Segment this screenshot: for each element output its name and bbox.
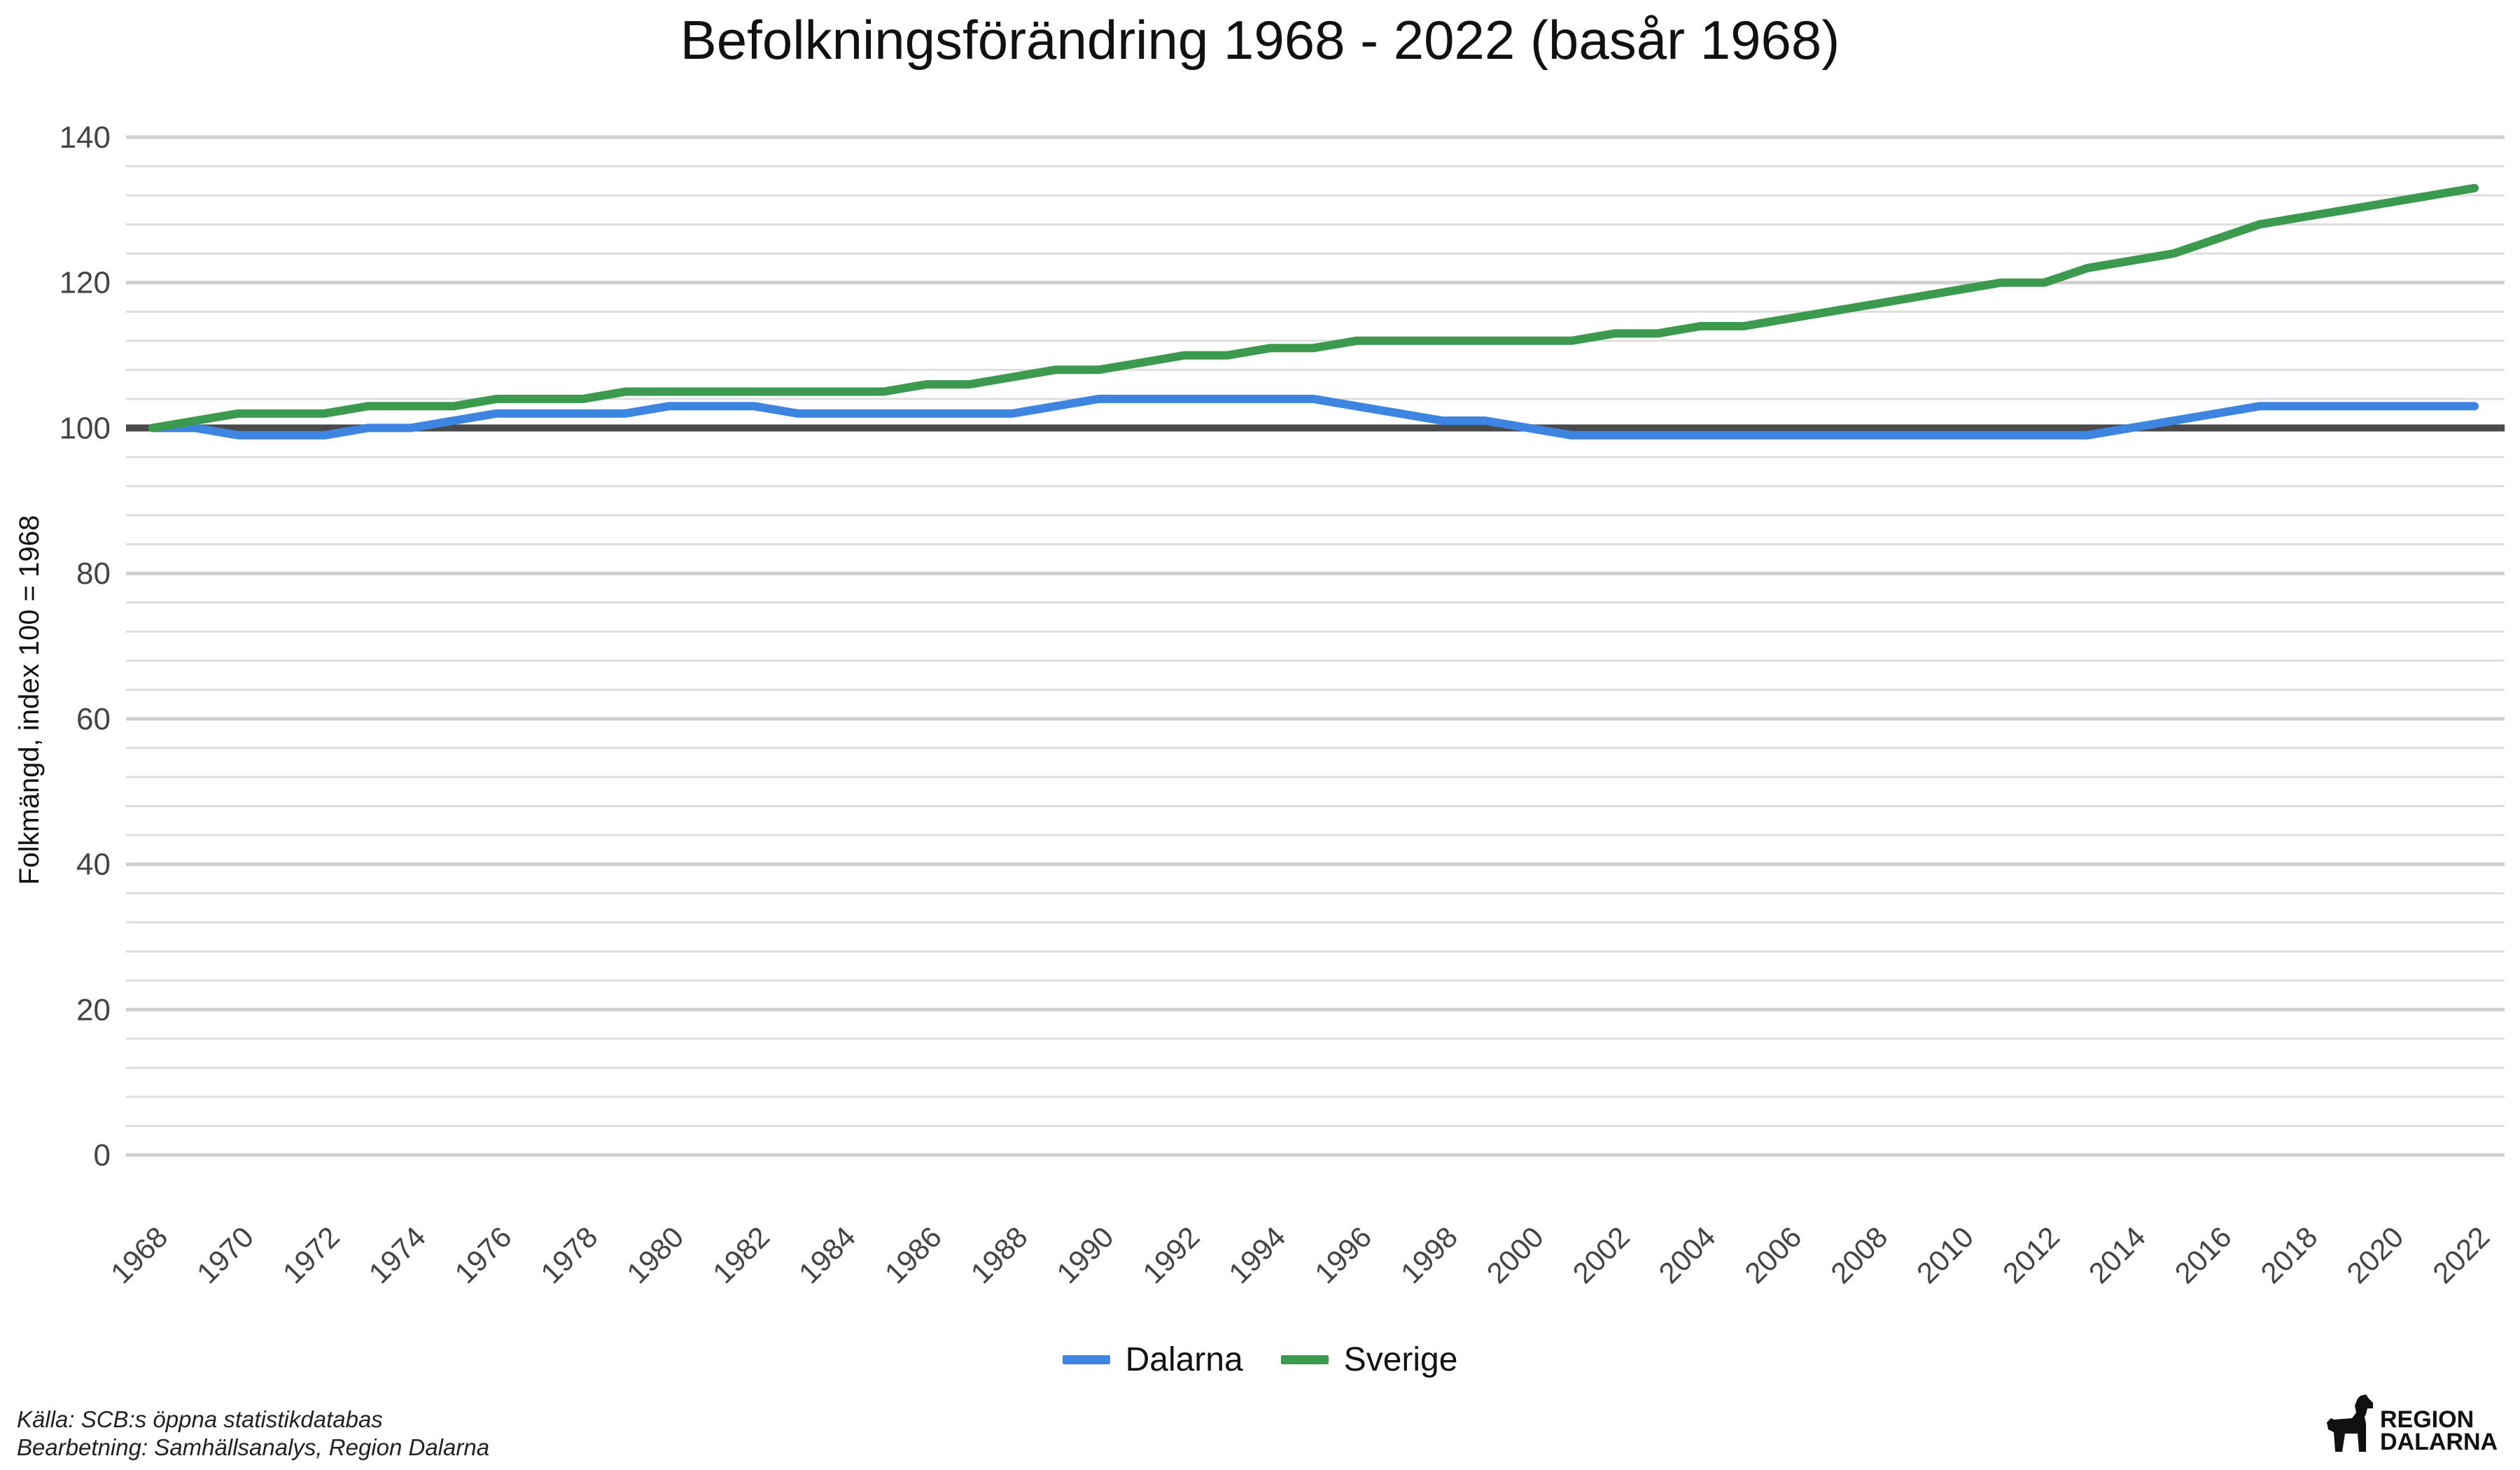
processing-line: Bearbetning: Samhällsanalys, Region Dala… xyxy=(17,1434,490,1460)
y-tick-label: 100 xyxy=(59,411,111,445)
x-tick-label: 2020 xyxy=(2340,1220,2409,1289)
x-tick-label: 1996 xyxy=(1308,1220,1378,1289)
y-tick-label: 80 xyxy=(76,556,111,591)
x-tick-label: 2010 xyxy=(1910,1220,1980,1289)
legend-label: Sverige xyxy=(1343,1341,1458,1378)
x-tick-label: 1988 xyxy=(965,1220,1034,1289)
x-tick-label: 1976 xyxy=(448,1220,517,1289)
x-tick-label: 1968 xyxy=(104,1220,174,1289)
x-tick-label: 1982 xyxy=(706,1220,776,1289)
x-tick-label: 2006 xyxy=(1738,1220,1807,1289)
dala-horse-icon xyxy=(2327,1394,2373,1452)
x-tick-label: 2012 xyxy=(1996,1220,2066,1289)
x-axis-ticks: 1968 1970 1972 1974 1976 1978 1980 1982 1984 1986… xyxy=(104,1220,2496,1289)
legend-item-sverige: Sverige xyxy=(1280,1340,1458,1379)
y-tick-label: 60 xyxy=(76,702,111,736)
x-tick-label: 1984 xyxy=(792,1220,862,1289)
x-tick-label: 1990 xyxy=(1050,1220,1119,1289)
x-tick-label: 2008 xyxy=(1824,1220,1893,1289)
x-tick-label: 1978 xyxy=(534,1220,603,1289)
grid-lines xyxy=(126,135,2505,1157)
legend-item-dalarna: Dalarna xyxy=(1062,1340,1243,1379)
y-axis-label: Folkmängd, index 100 = 1968 xyxy=(14,515,45,885)
x-tick-label: 1970 xyxy=(190,1220,260,1289)
x-tick-label: 2004 xyxy=(1652,1220,1721,1289)
legend-label: Dalarna xyxy=(1125,1341,1243,1378)
x-tick-label: 1974 xyxy=(363,1220,432,1289)
legend-swatch xyxy=(1062,1355,1110,1364)
x-tick-label: 1994 xyxy=(1222,1220,1292,1289)
x-tick-label: 1992 xyxy=(1136,1220,1205,1289)
legend: Dalarna Sverige xyxy=(0,1340,2520,1379)
x-tick-label: 1998 xyxy=(1394,1220,1464,1289)
x-tick-label: 2014 xyxy=(2082,1220,2152,1289)
series-line-dalarna xyxy=(148,394,2479,440)
x-tick-label: 2002 xyxy=(1567,1220,1636,1289)
y-axis-ticks: 0 20 40 60 80 100 120 140 xyxy=(59,120,111,1172)
x-tick-label: 1972 xyxy=(276,1220,346,1289)
series-lines xyxy=(148,183,2479,440)
logo-text-dalarna: DALARNA xyxy=(2380,1429,2498,1455)
x-tick-label: 1980 xyxy=(620,1220,690,1289)
x-tick-label: 2022 xyxy=(2426,1220,2496,1289)
source-line: Källa: SCB:s öppna statistikdatabas xyxy=(17,1406,383,1432)
y-tick-label: 0 xyxy=(94,1138,111,1172)
y-tick-label: 40 xyxy=(76,848,111,882)
y-tick-label: 140 xyxy=(59,120,111,155)
y-tick-label: 20 xyxy=(76,993,111,1027)
x-tick-label: 2016 xyxy=(2169,1220,2238,1289)
source-note: Källa: SCB:s öppna statistikdatabas Bear… xyxy=(17,1406,489,1462)
legend-swatch xyxy=(1280,1355,1329,1364)
series-line-sverige xyxy=(148,183,2479,433)
x-tick-label: 2018 xyxy=(2254,1220,2323,1289)
region-dalarna-logo: REGION DALARNA xyxy=(2324,1393,2498,1455)
y-tick-label: 120 xyxy=(59,266,111,300)
logo-text-region: REGION xyxy=(2380,1406,2474,1433)
chart-title: Befolkningsförändring 1968 - 2022 (basår… xyxy=(680,9,1840,71)
x-tick-label: 2000 xyxy=(1480,1220,1550,1289)
x-tick-label: 1986 xyxy=(878,1220,948,1289)
